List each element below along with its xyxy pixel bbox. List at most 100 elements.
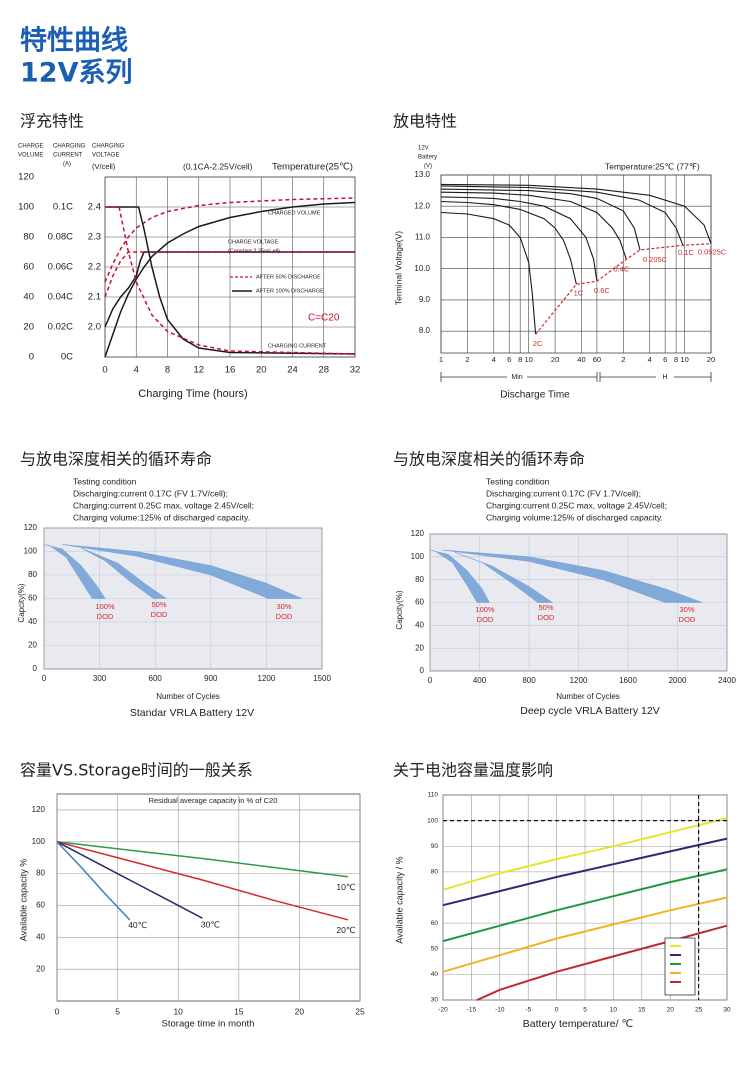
x-tick-label: 1 [439,355,443,364]
band-label: 50% [538,603,553,612]
ylabel: Terminal Voltage(V) [393,231,403,305]
x-tick-label: 300 [93,674,107,683]
axis-titles: CHARGE [18,144,44,150]
series-line [440,188,641,251]
x-tick-label: 5 [583,1007,587,1014]
series-line [440,211,537,335]
x-tick-label: 2000 [669,676,687,685]
x-tick-label: 15 [638,1007,646,1014]
temperature: Temperature(25℃) [272,162,353,173]
conditions: Charging:current 0.25C max, voltage 2.45… [73,500,254,510]
ylabel: Available capacity % [18,859,28,941]
x-tick-label: 24 [287,365,298,376]
y-tick-label: 40 [36,932,45,941]
axis-titles: CURRENT [53,153,83,159]
battery-label: Battery [418,155,437,161]
dod-band [429,549,490,603]
y2-tick-label: 2.2 [88,262,101,273]
series-label: 30℃ [201,919,220,929]
annotations: CHARGING CURRENT [268,343,327,349]
plot-area [56,793,361,1002]
x-tick-label: 1200 [570,676,588,685]
y-tick-label: 60 [431,920,439,927]
y-tick-label: 100 [18,202,34,213]
ylabel: Capcity(%) [17,583,26,622]
axis-titles: CHARGING [53,144,86,150]
x-tick-label: 1500 [313,674,331,683]
y-tick-label: 0 [420,666,425,675]
annotation: Residual average capacity in % of C20 [149,796,278,805]
y-tick-label: 8.0 [419,326,431,335]
x-tick-label: 900 [204,674,218,683]
y-tick-label: 100 [32,837,46,846]
y-tick-label: 90 [431,843,439,850]
y-tick-label: 40 [23,292,34,303]
y-tick-label: 40 [28,617,37,626]
x-tick-label: 8 [674,355,678,364]
x-tick-label: -15 [467,1007,477,1014]
band-label: DOD [679,615,696,624]
x-tick-label: 4 [492,355,496,364]
y-tick-label: 120 [32,805,46,814]
band-label: DOD [538,613,555,622]
x-tick-label: 4 [648,355,652,364]
band-label: DOD [477,615,494,624]
series-label: 2C [533,339,543,348]
series-label: 0.205C [643,255,668,264]
ylabel: Capcity(%) [395,590,404,629]
section-heading: 关于电池容量温度影响 [393,761,553,780]
y2-tick-label: 2.4 [88,202,101,213]
x-tick-label: 20 [707,355,715,364]
page-subtitle: 12V系列 [20,58,132,89]
axis-titles: VOLUME [18,153,43,159]
cutoff-line [535,243,712,335]
series-line [440,183,712,244]
conditions: Discharging:current 0.17C (FV 1.7V/cell)… [486,488,641,498]
x-tick-label: 20 [256,365,267,376]
series-line [442,868,728,943]
x-tick-label: 0 [555,1007,559,1014]
y-tick-label: 110 [428,792,439,799]
x-tick-label: 10 [525,355,533,364]
x-tick-label: 20 [551,355,559,364]
y3-tick-label: 0.1C [53,202,73,213]
y-tick-label: 60 [23,262,34,273]
x-groups: Min [511,374,522,381]
ylabel: Available capacity / % [394,856,404,943]
y-tick-label: 40 [431,971,439,978]
subtitle: (0.1CA-2.25V/cell) [183,161,253,171]
dod-band [43,544,106,599]
series-line [56,841,348,878]
axis-titles: CHARGING [92,144,125,150]
y-tick-label: 20 [23,322,34,333]
x-tick-label: 20 [667,1007,675,1014]
y-tick-label: 20 [415,643,424,652]
x-tick-label: 400 [473,676,487,685]
y2-tick-label: 2.1 [88,292,101,303]
y-tick-label: 100 [427,817,438,824]
x-tick-label: 1200 [258,674,276,683]
x-tick-label: 28 [318,365,329,376]
xlabel: Battery temperature/ ℃ [523,1018,633,1030]
plot-area [440,174,712,354]
annotations: (Constant 2.25v/c ell) [228,248,280,254]
series-line [440,200,577,285]
x-groups: H [662,374,667,381]
xlabel: Number of Cycles [156,692,220,701]
caption: Deep cycle VRLA Battery 12V [520,705,660,717]
x-tick-label: 0 [55,1006,60,1016]
section-heading: 与放电深度相关的循环寿命 [20,450,212,469]
band-label: 30% [679,605,694,614]
series-line [56,841,349,921]
y-tick-label: 80 [431,869,439,876]
series-line [104,197,356,283]
annotations: AFTER 50% DISCHARGE [256,274,321,280]
x-tick-label: 600 [149,674,163,683]
conditions: Discharging:current 0.17C (FV 1.7V/cell)… [73,488,228,498]
x-tick-label: 12 [193,365,204,376]
y-tick-label: 11.0 [415,233,431,242]
section-heading: 与放电深度相关的循环寿命 [393,450,585,469]
x-tick-label: 60 [593,355,601,364]
y-tick-label: 120 [18,172,34,183]
section-heading: 放电特性 [393,112,457,131]
